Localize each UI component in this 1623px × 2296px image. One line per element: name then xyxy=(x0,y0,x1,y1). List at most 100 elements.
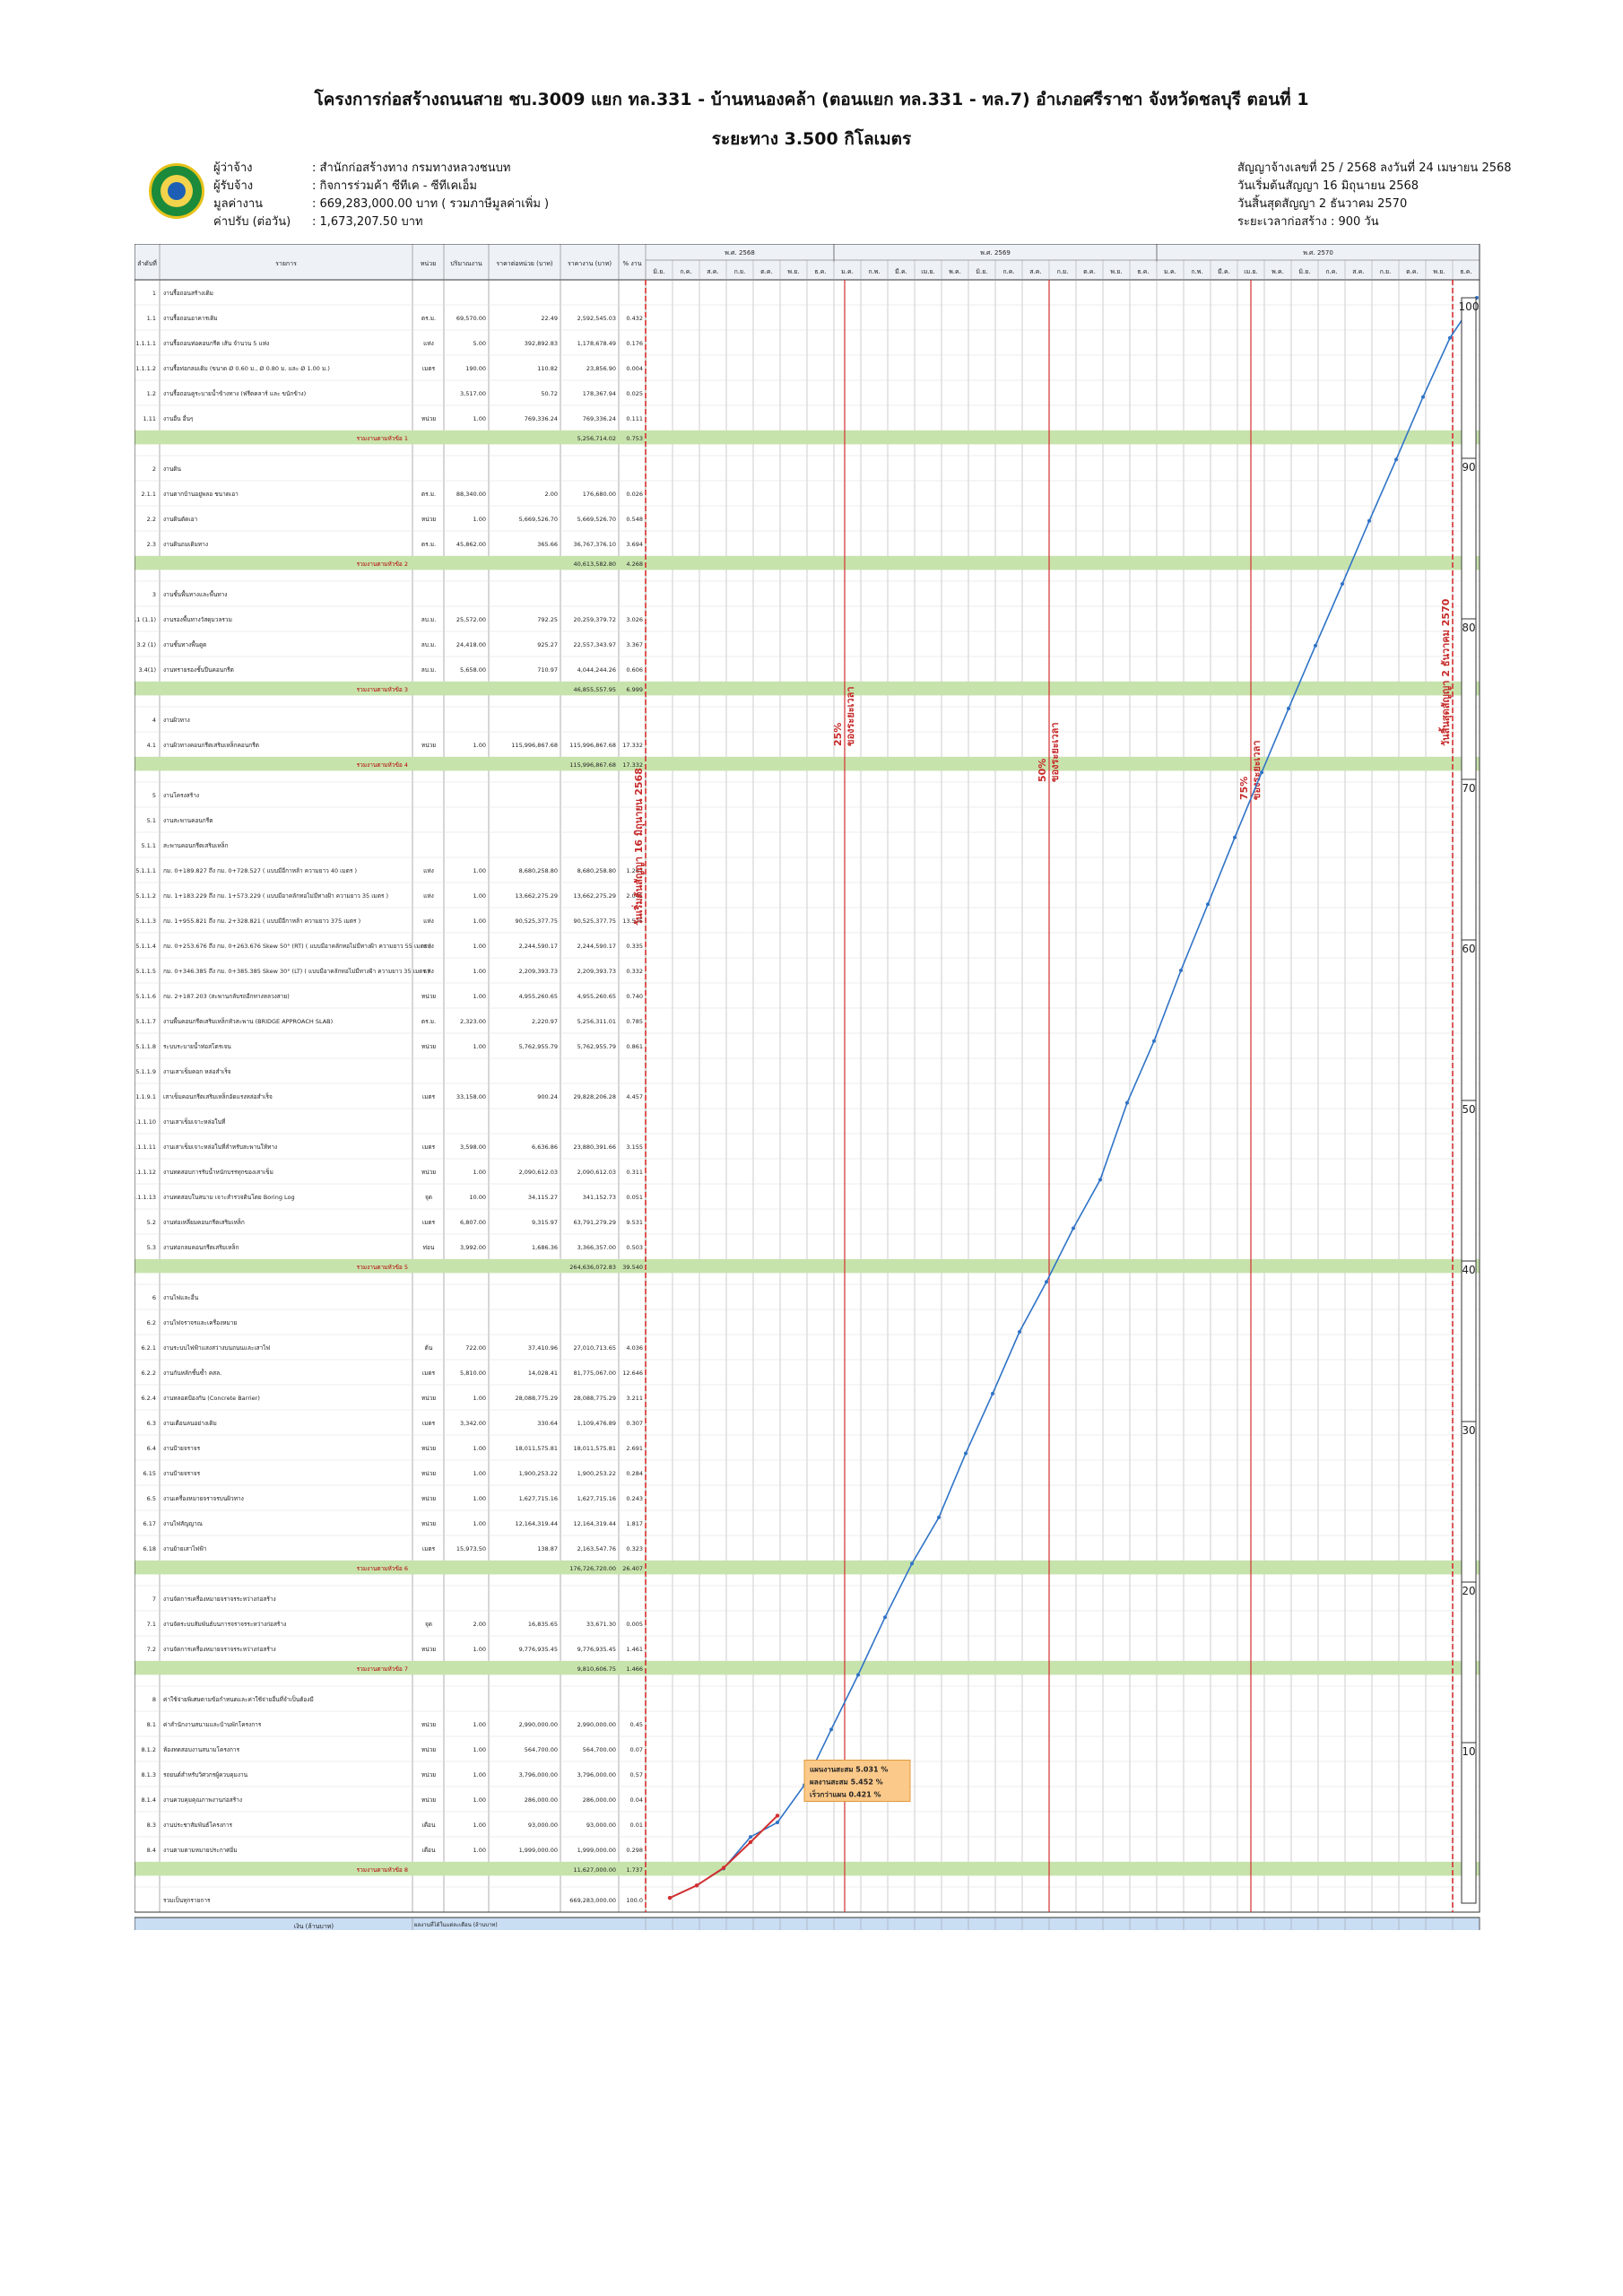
row-no: 8.1.2 xyxy=(141,1746,156,1753)
row-price: 115,996,867.68 xyxy=(511,742,558,749)
row-no: 5.1.1.6 xyxy=(135,993,156,1000)
row-pct: 2.691 xyxy=(626,1445,643,1452)
row-no: 2.2 xyxy=(147,516,156,523)
row-amount: 8,680,258.80 xyxy=(577,867,616,874)
row-qty: 5.00 xyxy=(473,340,486,347)
row-qty: 88,340.00 xyxy=(456,491,486,498)
month-header: ส.ค. xyxy=(1352,268,1364,275)
row-item: ค่าใช้จ่ายพิเศษตามข้อกำหนดและค่าใช้จ่ายอ… xyxy=(163,1695,314,1703)
row-no: 5.1.1.2 xyxy=(135,892,156,900)
row-no: 6.2 xyxy=(147,1319,156,1326)
row-qty: 1.00 xyxy=(473,742,486,749)
contractor-value: : กิจการร่วมค้า ซีทีเค - ซีทีเคเอ็ม xyxy=(312,179,477,193)
row-qty: 1.00 xyxy=(473,918,486,925)
row-price: 12,164,319.44 xyxy=(515,1520,558,1527)
actual-point xyxy=(694,1883,699,1888)
plan-point xyxy=(829,1727,833,1732)
row-price: 392,892.83 xyxy=(525,340,558,347)
row-unit: หน่วย xyxy=(421,1746,436,1753)
row-amount: 90,525,377.75 xyxy=(573,918,616,925)
row-pct: 4.268 xyxy=(626,561,643,568)
plan-point xyxy=(1233,835,1237,839)
row-unit: เดือน xyxy=(422,1822,436,1829)
row-pct: 0.284 xyxy=(626,1470,643,1477)
row-no: 6.2.2 xyxy=(141,1370,156,1377)
row-item: ห้องทดสอบงานสนามโครงการ xyxy=(163,1746,240,1753)
row-qty: 2.00 xyxy=(473,1621,486,1628)
month-header: ส.ค. xyxy=(1029,268,1041,275)
row-pct: 0.332 xyxy=(626,968,643,975)
month-header: มี.ค. xyxy=(1218,268,1230,275)
plan-point xyxy=(1367,518,1371,523)
row-no: 3.4(1) xyxy=(138,666,156,674)
row-price: 2.00 xyxy=(545,491,558,498)
row-pct: 17.332 xyxy=(622,761,643,769)
month-header: เม.ย. xyxy=(1244,268,1258,275)
row-item: กม. 1+955.821 ถึง กม. 2+328.821 ( แบบมีอ… xyxy=(163,918,360,925)
month-header: ส.ค. xyxy=(707,268,718,275)
row-unit: จุด xyxy=(425,1194,432,1201)
row-item: กม. 0+189.827 ถึง กม. 0+728.527 ( แบบมีอ… xyxy=(163,867,357,874)
row-no: 5.1.1.12 xyxy=(135,1169,156,1176)
scale-label: 60 xyxy=(1462,943,1475,955)
row-no: 2.1.1 xyxy=(141,491,156,498)
total-row xyxy=(135,430,1480,445)
row-pct: 0.01 xyxy=(630,1822,643,1829)
plan-point xyxy=(1098,1178,1102,1182)
row-amount: 5,762,955.79 xyxy=(577,1043,616,1050)
row-pct: 3.026 xyxy=(626,616,643,623)
row-pct: 0.176 xyxy=(626,340,643,347)
plan-point xyxy=(1072,1226,1075,1231)
row-qty: 1.00 xyxy=(473,1746,486,1753)
scale-label: 50 xyxy=(1462,1103,1475,1116)
row-item: งานป้ายจราจร xyxy=(163,1445,201,1452)
status-plan: แผนงานสะสม 5.031 % xyxy=(810,1766,888,1774)
month-header: มิ.ย. xyxy=(1298,268,1310,275)
row-unit: หน่วย xyxy=(421,1520,436,1527)
month-header: ธ.ค. xyxy=(1460,268,1471,275)
row-amount: 264,636,072.83 xyxy=(569,1264,616,1271)
row-amount: 46,855,557.95 xyxy=(573,686,616,693)
row-unit: หน่วย xyxy=(421,742,436,749)
plan-point xyxy=(964,1451,968,1456)
row-amount: 115,996,867.68 xyxy=(569,742,616,749)
row-pct: 3.155 xyxy=(626,1144,643,1151)
row-pct: 0.432 xyxy=(626,315,643,322)
row-item: งานไฟจราจรและเครื่องหมาย xyxy=(163,1318,237,1326)
row-amount: 2,592,545.03 xyxy=(577,315,616,322)
total-row xyxy=(135,556,1480,570)
row-unit: ท่อน xyxy=(423,1244,435,1251)
row-item: รวมงานตามหัวข้อ 2 xyxy=(357,561,408,568)
row-item: งานเสาเข็มคอก หล่อสำเร็จ xyxy=(163,1067,231,1075)
row-unit: หน่วย xyxy=(421,516,436,523)
row-amount: 564,700.00 xyxy=(583,1746,616,1753)
total-row xyxy=(135,1661,1480,1675)
row-no: 5.1.1.9.1 xyxy=(135,1093,156,1100)
row-qty: 1.00 xyxy=(473,993,486,1000)
row-no: 8.1 xyxy=(147,1721,156,1728)
row-qty: 6,807.00 xyxy=(460,1219,486,1226)
plan-point xyxy=(910,1561,914,1566)
row-qty: 1.00 xyxy=(473,892,486,900)
plan-point xyxy=(1448,335,1452,340)
row-price: 769,336.24 xyxy=(525,415,558,422)
status-box xyxy=(803,1760,911,1802)
row-qty: 1.00 xyxy=(473,1721,486,1728)
plan-point xyxy=(856,1673,860,1677)
row-qty: 1.00 xyxy=(473,1445,486,1452)
row-no: 6.18 xyxy=(143,1545,156,1552)
row-amount: 2,163,547.76 xyxy=(577,1545,616,1552)
plan-point xyxy=(1421,395,1425,399)
row-no: 2.3 xyxy=(147,541,156,548)
row-price: 8,680,258.80 xyxy=(519,867,558,874)
row-qty: 15,973.50 xyxy=(456,1545,486,1552)
row-pct: 0.005 xyxy=(626,1621,643,1628)
penalty-value: : 1,673,207.50 บาท xyxy=(312,215,423,229)
row-no: 6.17 xyxy=(143,1520,156,1527)
row-no: 7.1 xyxy=(147,1621,156,1628)
scale-label: 70 xyxy=(1462,782,1475,795)
row-item: กม. 0+346.385 ถึง กม. 0+385.385 Skew 30°… xyxy=(163,968,430,975)
row-unit: เมตร xyxy=(422,1420,436,1427)
row-unit: แห่ง xyxy=(423,867,434,874)
header-price: ราคาต่อหน่วย (บาท) xyxy=(496,260,552,267)
